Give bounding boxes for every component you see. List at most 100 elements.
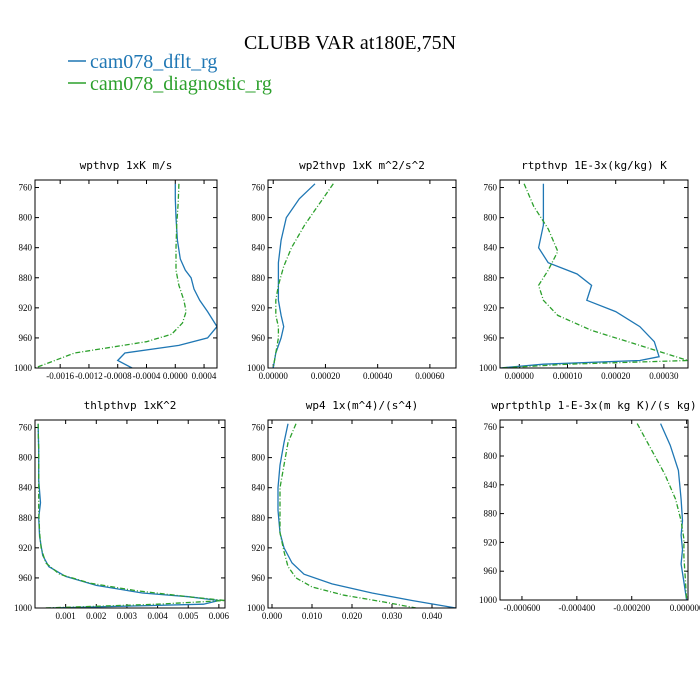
x-tick-label: -0.0008 (104, 371, 132, 381)
x-tick-label: 0.000 (262, 611, 283, 621)
plot-frame (34, 179, 218, 369)
y-tick-label: 1000 (247, 363, 266, 373)
y-tick-label: 920 (484, 537, 498, 547)
panel-title: wp2thvp 1xK m^2/s^2 (299, 159, 425, 172)
panel-title: rtpthvp 1E-3x(kg/kg) K (521, 159, 667, 172)
y-tick-label: 960 (484, 333, 498, 343)
x-tick-label: 0.00060 (415, 371, 445, 381)
series-line-dflt (277, 423, 456, 608)
legend: cam078_dflt_rg cam078_diagnostic_rg (68, 51, 272, 95)
x-tick-label: 0.001 (56, 611, 76, 621)
x-tick-label: 0.0004 (192, 371, 217, 381)
y-tick-label: 760 (19, 183, 33, 193)
y-tick-label: 880 (252, 273, 266, 283)
x-tick-label: 0.00030 (649, 371, 679, 381)
series-line-dflt (116, 183, 217, 368)
y-tick-label: 840 (484, 480, 498, 490)
plot-frame (499, 419, 689, 601)
panel-title: wp4 1x(m^4)/(s^4) (306, 399, 419, 412)
y-tick-label: 840 (19, 483, 33, 493)
plot-frame (267, 179, 457, 369)
series-line-diagnostic (37, 423, 225, 608)
panel-4: thlpthvp 1xK^2 760 800 840 880 920 960 1000 0.00… (14, 399, 229, 621)
y-tick-label: 1000 (247, 603, 266, 613)
series-line-diagnostic (500, 183, 688, 368)
x-tick-label: -0.000600 (504, 603, 541, 613)
panels: wpthvp 1xK m/s 760 800 840 880 920 960 1000 -0.0… (14, 159, 700, 621)
y-tick-label: 760 (484, 183, 498, 193)
x-tick-label: 0.0000 (163, 371, 188, 381)
x-tick-label: -0.000400 (558, 603, 595, 613)
y-tick-label: 920 (252, 543, 266, 553)
series-line-diagnostic (272, 183, 334, 368)
panel-1: wpthvp 1xK m/s 760 800 840 880 920 960 1000 -0.0… (14, 159, 218, 381)
panel-3: rtpthvp 1E-3x(kg/kg) K 760 800 840 880 920 960… (479, 159, 689, 381)
plot-frame (499, 179, 689, 369)
y-tick-label: 800 (19, 453, 33, 463)
x-tick-label: 0.002 (86, 611, 106, 621)
y-tick-label: 920 (252, 303, 266, 313)
x-tick-label: 0.00020 (601, 371, 631, 381)
series-line-diagnostic (35, 183, 187, 368)
panel-6: wprtpthlp 1-E-3x(m kg K)/(s kg) 760 800 840… (479, 399, 700, 613)
y-tick-label: 920 (19, 303, 33, 313)
plot-frame (267, 419, 457, 609)
y-tick-label: 880 (484, 509, 498, 519)
x-tick-label: 0.00000 (259, 371, 289, 381)
plot-frame (34, 419, 226, 609)
y-tick-label: 800 (19, 213, 33, 223)
y-tick-label: 800 (484, 451, 498, 461)
panel-title: wprtpthlp 1-E-3x(m kg K)/(s kg) (491, 399, 696, 412)
x-tick-label: 0.00020 (311, 371, 341, 381)
x-tick-label: 0.040 (422, 611, 443, 621)
series-line-dflt (500, 183, 660, 368)
x-tick-label: -0.0004 (133, 371, 161, 381)
series-line-dflt (272, 183, 316, 368)
legend-label-diagnostic: cam078_diagnostic_rg (90, 73, 272, 95)
series-line-diagnostic (636, 423, 688, 600)
x-tick-label: 0.004 (147, 611, 168, 621)
figure-title: CLUBB VAR at180E,75N (244, 32, 456, 54)
y-tick-label: 1000 (14, 363, 33, 373)
x-tick-label: 0.006 (209, 611, 230, 621)
y-tick-label: 960 (19, 573, 33, 583)
y-tick-label: 760 (252, 423, 266, 433)
y-tick-label: 880 (19, 273, 33, 283)
panel-2: wp2thvp 1xK m^2/s^2 760 800 840 880 920 960 100… (247, 159, 457, 381)
y-tick-label: 960 (252, 333, 266, 343)
y-tick-label: 800 (484, 213, 498, 223)
series-line-dflt (660, 423, 688, 600)
x-tick-label: 0.020 (342, 611, 363, 621)
x-tick-label: 0.010 (302, 611, 323, 621)
x-tick-label: -0.000200 (613, 603, 650, 613)
x-tick-label: -0.0016 (46, 371, 74, 381)
panel-title: wpthvp 1xK m/s (80, 159, 173, 172)
y-tick-label: 800 (252, 213, 266, 223)
y-tick-label: 760 (252, 183, 266, 193)
x-tick-label: 0.00000 (505, 371, 535, 381)
y-tick-label: 960 (252, 573, 266, 583)
y-tick-label: 880 (19, 513, 33, 523)
y-tick-label: 880 (252, 513, 266, 523)
x-tick-label: -0.0012 (75, 371, 103, 381)
y-tick-label: 920 (484, 303, 498, 313)
panel-5: wp4 1x(m^4)/(s^4)76080084088092096010000… (247, 399, 457, 621)
series-line-diagnostic (279, 423, 417, 608)
y-tick-label: 1000 (14, 603, 33, 613)
y-tick-label: 840 (252, 483, 266, 493)
y-tick-label: 880 (484, 273, 498, 283)
y-tick-label: 840 (19, 243, 33, 253)
y-tick-label: 1000 (479, 595, 498, 605)
y-tick-label: 920 (19, 543, 33, 553)
series-line-dflt (37, 423, 220, 608)
panel-title: thlpthvp 1xK^2 (84, 399, 177, 412)
x-tick-label: 0.005 (178, 611, 199, 621)
legend-label-dflt: cam078_dflt_rg (90, 51, 217, 73)
y-tick-label: 760 (19, 423, 33, 433)
y-tick-label: 760 (484, 422, 498, 432)
x-tick-label: 0.00010 (553, 371, 583, 381)
x-tick-label: 0.030 (382, 611, 403, 621)
y-tick-label: 960 (484, 566, 498, 576)
